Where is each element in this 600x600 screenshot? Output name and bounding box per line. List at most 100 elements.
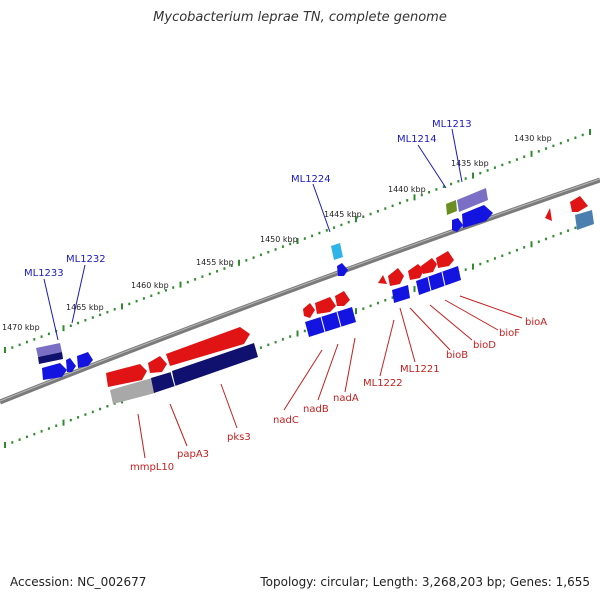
scale-tick-minor [391, 204, 394, 208]
scale-label-1455: 1455 kbp [196, 258, 234, 267]
gene-label-biob[interactable]: bioB [446, 350, 468, 361]
gene-feature[interactable] [110, 378, 155, 404]
leader-line [379, 319, 395, 377]
gene-feature[interactable] [462, 205, 493, 228]
scale-tick-minor [537, 150, 540, 153]
scale-tick-minor [420, 193, 423, 197]
leader-line [283, 349, 323, 411]
gene-feature[interactable] [166, 327, 250, 366]
scale-tick-minor [84, 319, 87, 322]
gene-feature[interactable] [416, 266, 461, 295]
gene-label-ml1213[interactable]: ML1213 [432, 119, 472, 130]
gene-feature[interactable] [378, 275, 387, 284]
gene-feature[interactable] [148, 356, 167, 373]
gene-feature[interactable] [452, 218, 463, 232]
gene-label-ml1221[interactable]: ML1221 [400, 364, 440, 375]
gene-feature[interactable] [545, 208, 552, 221]
gene-label-ml1222[interactable]: ML1222 [363, 378, 403, 389]
scale-tick-minor [581, 133, 584, 137]
gene-label-nada[interactable]: nadA [333, 393, 359, 404]
scale-tick-minor [33, 432, 36, 436]
gene-feature[interactable] [457, 188, 488, 212]
gene-feature[interactable] [77, 352, 93, 368]
scale-tick-minor [113, 308, 116, 311]
gene-feature[interactable] [388, 268, 404, 286]
gene-feature[interactable] [315, 297, 336, 314]
gene-feature[interactable] [151, 372, 175, 393]
gene-feature[interactable] [392, 285, 410, 303]
scale-tick-minor [559, 141, 562, 145]
gene-feature[interactable] [66, 358, 76, 372]
scale-tick-minor [208, 272, 211, 276]
gene-label-ml1214[interactable]: ML1214 [397, 134, 437, 145]
scale-tick-minor [537, 240, 540, 243]
scale-tick-minor [303, 329, 306, 333]
gene-feature[interactable] [337, 263, 348, 276]
gene-label-biod[interactable]: bioD [473, 340, 496, 351]
scale-tick-minor [574, 136, 577, 139]
scale-tick-minor [33, 338, 36, 341]
scale-label-1450: 1450 kbp [260, 235, 298, 244]
scale-tick-minor [252, 256, 255, 259]
gene-feature[interactable] [172, 343, 258, 386]
scale-tick-major [355, 216, 357, 223]
gene-label-ml1232[interactable]: ML1232 [66, 254, 106, 265]
scale-tick-minor [523, 246, 526, 249]
gene-label-ml1233[interactable]: ML1233 [24, 268, 64, 279]
gene-feature[interactable] [446, 200, 457, 215]
scale-tick-minor [267, 250, 270, 254]
genome-summary: Topology: circular; Length: 3,268,203 bp… [260, 575, 590, 589]
scale-tick-minor [362, 215, 365, 218]
scale-tick-minor [77, 416, 80, 419]
scale-tick-minor [164, 289, 167, 292]
gene-feature[interactable] [36, 343, 62, 357]
scale-tick-minor [25, 340, 28, 344]
gene-feature[interactable] [305, 307, 356, 337]
gene-feature[interactable] [575, 210, 594, 230]
scale-tick-minor [230, 264, 233, 267]
gene-feature[interactable] [38, 352, 63, 364]
gene-feature[interactable] [303, 303, 315, 318]
gene-label-mmpl10[interactable]: mmpL10 [130, 462, 174, 473]
gene-feature[interactable] [331, 243, 343, 260]
scale-tick-minor [259, 346, 262, 349]
accession-label: Accession: NC_002677 [10, 575, 147, 589]
scale-tick-major [62, 419, 65, 426]
scale-tick-minor [274, 340, 277, 344]
gene-label-ml1224[interactable]: ML1224 [291, 174, 331, 185]
leader-line [451, 128, 463, 183]
gene-label-nadb[interactable]: nadB [303, 404, 329, 415]
gene-label-papa3[interactable]: papA3 [177, 449, 209, 460]
gene-label-pks3[interactable]: pks3 [227, 432, 251, 443]
scale-tick-major [472, 263, 474, 270]
scale-tick-major [4, 347, 6, 353]
gene-divider [441, 271, 446, 287]
scale-tick-minor [289, 335, 292, 338]
gene-feature[interactable] [436, 251, 454, 268]
gene-feature[interactable] [421, 258, 437, 274]
scale-tick-minor [281, 338, 284, 341]
scale-tick-minor [128, 302, 131, 306]
scale-tick-minor [347, 220, 350, 224]
scale-tick-minor [362, 307, 365, 310]
gene-label-biof[interactable]: bioF [499, 328, 520, 339]
gene-divider [427, 276, 432, 292]
gene-feature[interactable] [335, 291, 350, 306]
gene-feature[interactable] [42, 363, 67, 380]
scale-tick-minor [493, 257, 496, 260]
scale-tick-minor [25, 435, 28, 439]
scale-tick-minor [523, 155, 526, 158]
gene-label-bioa[interactable]: bioA [525, 317, 547, 328]
gene-feature[interactable] [106, 364, 147, 387]
scale-tick-minor [559, 232, 562, 235]
gene-feature[interactable] [570, 196, 588, 212]
scale-tick-minor [384, 299, 387, 302]
scale-tick-minor [508, 161, 511, 164]
scale-tick-minor [508, 251, 511, 255]
scale-tick-major [530, 241, 533, 248]
scale-tick-minor [194, 278, 197, 281]
gene-label-nadc[interactable]: nadC [273, 415, 299, 426]
scale-tick-minor [18, 343, 21, 347]
scale-label-1440: 1440 kbp [388, 185, 426, 194]
gene-feature[interactable] [408, 264, 424, 280]
